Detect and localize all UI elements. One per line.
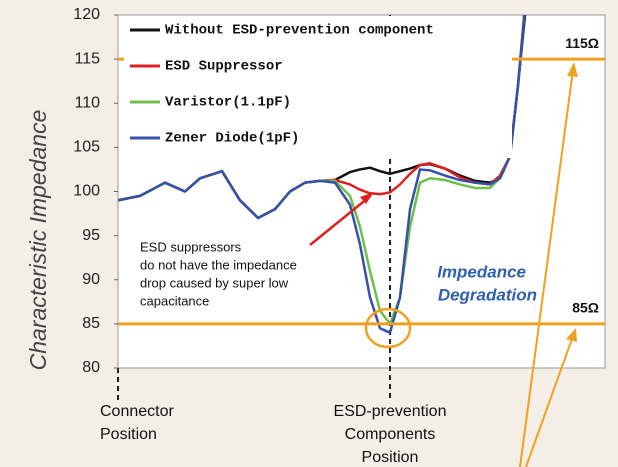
annotation-emphasis: Degradation bbox=[438, 285, 537, 304]
legend-label: Varistor(1.1pF) bbox=[165, 95, 291, 111]
y-axis-label: Characteristic Impedance bbox=[25, 110, 51, 371]
marker-label: Position bbox=[362, 449, 419, 466]
y-tick-label: 95 bbox=[82, 227, 100, 244]
arrowhead bbox=[360, 192, 374, 204]
y-tick-label: 90 bbox=[82, 271, 100, 288]
annotation: capacitance bbox=[140, 293, 209, 308]
y-tick-label: 110 bbox=[74, 94, 100, 111]
arrowhead bbox=[567, 62, 578, 77]
annotation: drop caused by super low bbox=[140, 275, 289, 290]
marker-label: Connector bbox=[100, 403, 174, 420]
pointer-arrow bbox=[525, 335, 574, 467]
y-tick-label: 115 bbox=[74, 50, 100, 67]
reference-label: 85Ω bbox=[572, 300, 599, 316]
annotation-emphasis: Impedance bbox=[437, 262, 526, 281]
clip-group bbox=[118, 15, 527, 334]
legend-label: Zener Diode(1pF) bbox=[165, 131, 299, 147]
legend-label: Without ESD-prevention component bbox=[165, 23, 434, 39]
marker-label: Position bbox=[100, 426, 157, 443]
y-tick-label: 100 bbox=[73, 183, 100, 200]
y-tick-label: 120 bbox=[73, 6, 100, 23]
annotation: do not have the impedance bbox=[140, 257, 297, 272]
series-line bbox=[118, 15, 526, 334]
legend-label: ESD Suppressor bbox=[165, 59, 283, 75]
y-tick-label: 105 bbox=[73, 139, 100, 156]
pointer-arrow bbox=[519, 69, 574, 467]
marker-label: ESD-prevention bbox=[334, 403, 447, 420]
arrowhead bbox=[566, 328, 577, 342]
annotation: ESD suppressors bbox=[140, 239, 242, 254]
y-tick-label: 85 bbox=[82, 315, 100, 332]
annotation-arrow bbox=[309, 197, 369, 246]
reference-label: 115Ω bbox=[565, 35, 599, 51]
marker-label: Components bbox=[345, 426, 436, 443]
legend-box bbox=[124, 16, 512, 158]
y-tick-label: 80 bbox=[82, 359, 100, 376]
highlight-circle bbox=[364, 307, 412, 349]
